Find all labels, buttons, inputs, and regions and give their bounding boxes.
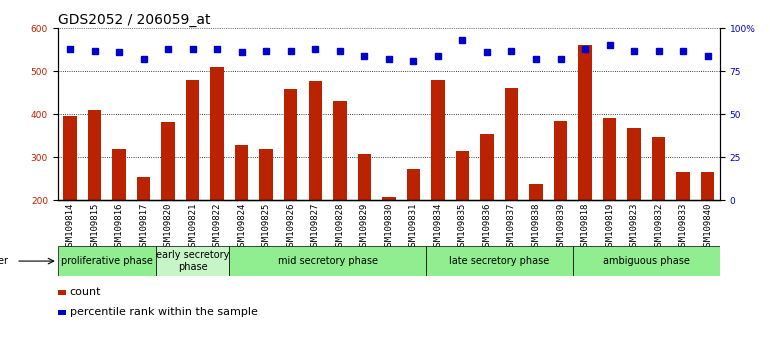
Bar [628, 129, 641, 200]
Text: GSM109820: GSM109820 [163, 202, 172, 251]
Bar [186, 80, 199, 200]
Bar [529, 184, 543, 200]
Bar [701, 172, 715, 200]
Bar [284, 89, 297, 200]
FancyBboxPatch shape [426, 246, 573, 276]
Bar [652, 137, 665, 200]
FancyBboxPatch shape [229, 246, 426, 276]
Bar [456, 151, 469, 200]
Text: count: count [69, 287, 101, 297]
Text: GSM109817: GSM109817 [139, 202, 148, 251]
Text: GSM109816: GSM109816 [115, 202, 123, 251]
FancyBboxPatch shape [156, 246, 229, 276]
Bar [63, 116, 77, 200]
Text: GSM109835: GSM109835 [458, 202, 467, 251]
Text: mid secretory phase: mid secretory phase [277, 256, 377, 266]
Bar [309, 81, 322, 200]
Bar [235, 145, 249, 200]
Text: GDS2052 / 206059_at: GDS2052 / 206059_at [58, 13, 210, 27]
Bar [676, 172, 690, 200]
Bar [58, 291, 65, 295]
Bar [357, 154, 371, 200]
Bar [162, 122, 175, 200]
Text: GSM109827: GSM109827 [311, 202, 320, 251]
FancyBboxPatch shape [573, 246, 720, 276]
Bar [112, 149, 126, 200]
Text: early secretory
phase: early secretory phase [156, 250, 229, 272]
Bar [431, 80, 444, 200]
Bar [259, 149, 273, 200]
Text: GSM109815: GSM109815 [90, 202, 99, 251]
Text: GSM109822: GSM109822 [213, 202, 222, 251]
Text: GSM109814: GSM109814 [65, 202, 75, 251]
Text: GSM109821: GSM109821 [188, 202, 197, 251]
Bar [58, 310, 65, 315]
Text: late secretory phase: late secretory phase [449, 256, 549, 266]
Bar [578, 46, 592, 200]
Text: GSM109840: GSM109840 [703, 202, 712, 251]
Text: proliferative phase: proliferative phase [61, 256, 152, 266]
Bar [137, 177, 150, 200]
Text: GSM109833: GSM109833 [678, 202, 688, 251]
Text: percentile rank within the sample: percentile rank within the sample [69, 307, 257, 317]
Text: GSM109837: GSM109837 [507, 202, 516, 251]
Text: GSM109824: GSM109824 [237, 202, 246, 251]
Text: other: other [0, 256, 8, 266]
Text: GSM109838: GSM109838 [531, 202, 541, 251]
Bar [88, 110, 102, 200]
Text: GSM109836: GSM109836 [483, 202, 491, 251]
Text: GSM109839: GSM109839 [556, 202, 565, 251]
Text: GSM109834: GSM109834 [434, 202, 443, 251]
Text: GSM109826: GSM109826 [286, 202, 295, 251]
Text: GSM109823: GSM109823 [630, 202, 638, 251]
Text: GSM109825: GSM109825 [262, 202, 271, 251]
Text: GSM109831: GSM109831 [409, 202, 418, 251]
Bar [505, 88, 518, 200]
Bar [210, 67, 224, 200]
Bar [603, 119, 616, 200]
Text: GSM109818: GSM109818 [581, 202, 590, 251]
Text: GSM109828: GSM109828 [335, 202, 344, 251]
Text: GSM109830: GSM109830 [384, 202, 393, 251]
Bar [554, 121, 567, 200]
Bar [333, 101, 347, 200]
Bar [480, 134, 494, 200]
Bar [382, 197, 396, 200]
Text: ambiguous phase: ambiguous phase [603, 256, 690, 266]
FancyBboxPatch shape [58, 246, 156, 276]
Bar [407, 169, 420, 200]
Text: GSM109829: GSM109829 [360, 202, 369, 251]
Text: GSM109832: GSM109832 [654, 202, 663, 251]
Text: GSM109819: GSM109819 [605, 202, 614, 251]
